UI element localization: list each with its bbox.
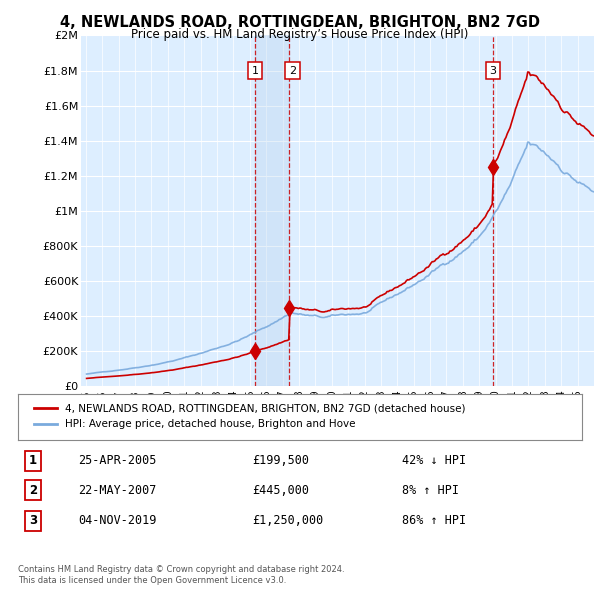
Legend: 4, NEWLANDS ROAD, ROTTINGDEAN, BRIGHTON, BN2 7GD (detached house), HPI: Average : 4, NEWLANDS ROAD, ROTTINGDEAN, BRIGHTON,… bbox=[29, 398, 471, 435]
Text: 2: 2 bbox=[289, 65, 296, 76]
Text: 42% ↓ HPI: 42% ↓ HPI bbox=[402, 454, 466, 467]
Text: 2: 2 bbox=[29, 484, 37, 497]
Text: £1,250,000: £1,250,000 bbox=[252, 514, 323, 527]
Text: 1: 1 bbox=[251, 65, 259, 76]
Text: Price paid vs. HM Land Registry’s House Price Index (HPI): Price paid vs. HM Land Registry’s House … bbox=[131, 28, 469, 41]
Text: 1: 1 bbox=[29, 454, 37, 467]
Text: 8% ↑ HPI: 8% ↑ HPI bbox=[402, 484, 459, 497]
Text: 22-MAY-2007: 22-MAY-2007 bbox=[78, 484, 157, 497]
Text: 3: 3 bbox=[29, 514, 37, 527]
Text: Contains HM Land Registry data © Crown copyright and database right 2024.
This d: Contains HM Land Registry data © Crown c… bbox=[18, 565, 344, 585]
Text: 3: 3 bbox=[490, 65, 497, 76]
Text: £445,000: £445,000 bbox=[252, 484, 309, 497]
Text: 25-APR-2005: 25-APR-2005 bbox=[78, 454, 157, 467]
Bar bbox=[255, 35, 289, 386]
Text: £199,500: £199,500 bbox=[252, 454, 309, 467]
Text: 04-NOV-2019: 04-NOV-2019 bbox=[78, 514, 157, 527]
Text: 86% ↑ HPI: 86% ↑ HPI bbox=[402, 514, 466, 527]
Text: 4, NEWLANDS ROAD, ROTTINGDEAN, BRIGHTON, BN2 7GD: 4, NEWLANDS ROAD, ROTTINGDEAN, BRIGHTON,… bbox=[60, 15, 540, 30]
